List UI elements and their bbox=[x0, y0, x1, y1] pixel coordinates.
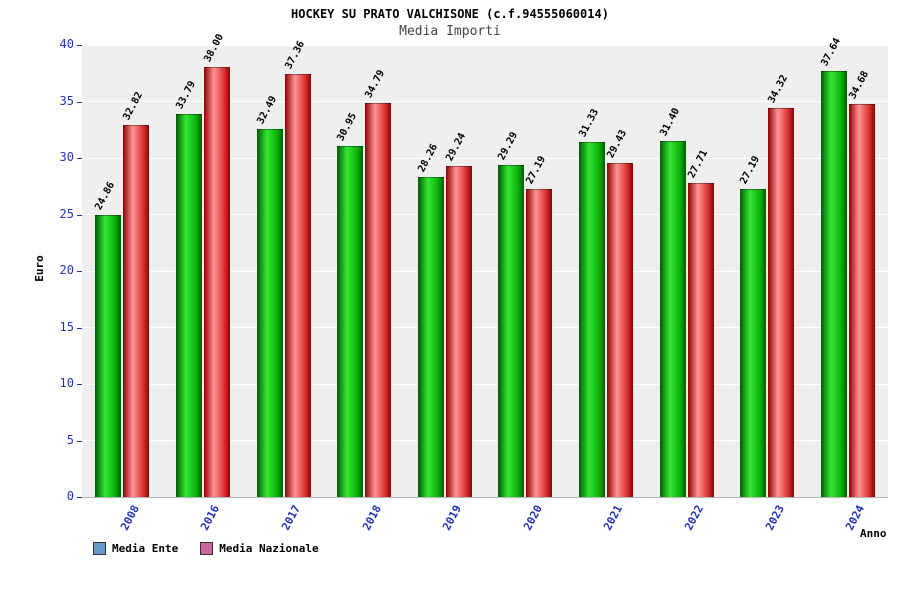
gridline-y-20 bbox=[82, 270, 888, 272]
x-axis-title: Anno bbox=[860, 527, 887, 540]
y-tick-label-40: 40 bbox=[59, 37, 74, 51]
bar-media-nazionale-2021 bbox=[606, 163, 633, 497]
bar-media-ente-2022 bbox=[659, 141, 686, 497]
plot-area: 24.86 32.82 33.79 38.00 32.49 37.36 30.95 34.79… bbox=[82, 32, 888, 498]
bar-media-nazionale-2022 bbox=[687, 182, 714, 497]
x-tick-label-2018: 2018 bbox=[359, 503, 384, 533]
legend-swatch-icon bbox=[93, 542, 106, 555]
gridline-y-15 bbox=[82, 327, 888, 328]
x-tick-label-2021: 2021 bbox=[601, 503, 626, 533]
bar-media-ente-2018 bbox=[337, 146, 364, 497]
y-tick-label-5: 5 bbox=[66, 432, 74, 447]
bar-value-label: 31.33 bbox=[577, 107, 602, 139]
bar-value-label: 24.86 bbox=[93, 180, 118, 213]
bar-value-label: 27.19 bbox=[524, 154, 549, 186]
x-tick-label-2019: 2019 bbox=[440, 503, 465, 533]
bar-media-ente-2024 bbox=[820, 70, 847, 497]
bar-media-nazionale-2019 bbox=[445, 165, 472, 497]
x-tick-label-2023: 2023 bbox=[762, 503, 787, 533]
bar-media-ente-2020 bbox=[498, 165, 525, 497]
x-tick-label-2020: 2020 bbox=[520, 503, 545, 533]
bar-media-ente-2008 bbox=[95, 215, 122, 497]
bar-media-ente-2017 bbox=[256, 128, 283, 497]
chart-subtitle: Media Importi bbox=[399, 24, 501, 39]
gridline-y-10 bbox=[82, 383, 888, 385]
bar-media-nazionale-2023 bbox=[768, 108, 795, 497]
y-tick-label-35: 35 bbox=[59, 93, 74, 108]
bar-media-ente-2023 bbox=[740, 188, 767, 497]
gridline-y-35 bbox=[82, 101, 888, 102]
legend-swatch-icon bbox=[200, 542, 214, 555]
legend-label: Media Nazionale bbox=[219, 542, 319, 555]
bar-value-label: 32.49 bbox=[254, 94, 279, 126]
bar-value-label: 34.79 bbox=[363, 68, 388, 100]
y-tick-mark-30 bbox=[77, 158, 82, 159]
y-tick-label-10: 10 bbox=[59, 376, 74, 390]
bar-media-nazionale-2008 bbox=[123, 125, 150, 497]
bar-value-label: 31.40 bbox=[657, 106, 682, 139]
bar-value-label: 29.43 bbox=[605, 128, 630, 161]
bar-media-ente-2016 bbox=[175, 114, 202, 497]
y-tick-label-15: 15 bbox=[59, 319, 74, 334]
bar-media-ente-2021 bbox=[578, 141, 605, 497]
bar-media-nazionale-2020 bbox=[526, 188, 553, 497]
y-tick-mark-25 bbox=[77, 214, 82, 216]
bar-value-label: 33.79 bbox=[174, 79, 199, 112]
y-tick-label-0: 0 bbox=[66, 489, 74, 503]
chart-title: HOCKEY SU PRATO VALCHISONE (c.f.94555060… bbox=[291, 7, 609, 21]
bar-value-label: 27.19 bbox=[738, 154, 763, 186]
bar-media-nazionale-2018 bbox=[365, 102, 392, 497]
x-tick-label-2016: 2016 bbox=[198, 503, 223, 533]
y-tick-mark-10 bbox=[77, 384, 82, 385]
y-tick-mark-15 bbox=[77, 327, 82, 329]
gridline-y-25 bbox=[82, 214, 888, 215]
bar-value-label: 34.68 bbox=[846, 69, 871, 102]
bar-value-label: 32.82 bbox=[121, 90, 146, 123]
bar-value-label: 30.95 bbox=[335, 111, 360, 144]
gridline-y-30 bbox=[82, 157, 888, 159]
gridline-y-5 bbox=[82, 440, 888, 441]
y-tick-label-30: 30 bbox=[59, 150, 74, 164]
gridline-y-40 bbox=[82, 44, 888, 46]
bar-value-label: 37.64 bbox=[818, 35, 843, 68]
x-tick-label-2008: 2008 bbox=[117, 503, 142, 533]
legend-item-media-nazionale: Media Nazionale bbox=[200, 542, 319, 555]
y-tick-mark-0 bbox=[77, 497, 82, 498]
y-tick-label-25: 25 bbox=[59, 206, 74, 221]
bar-value-label: 27.71 bbox=[685, 148, 710, 180]
legend: Media Ente Media Nazionale bbox=[93, 542, 319, 555]
y-tick-mark-35 bbox=[77, 101, 82, 103]
legend-item-media-ente: Media Ente bbox=[93, 542, 178, 555]
bar-media-nazionale-2024 bbox=[848, 104, 875, 497]
bar-media-nazionale-2017 bbox=[284, 73, 311, 497]
x-tick-label-2022: 2022 bbox=[682, 503, 706, 533]
y-tick-label-20: 20 bbox=[59, 263, 74, 277]
y-tick-mark-40 bbox=[77, 45, 82, 46]
y-tick-mark-20 bbox=[77, 271, 82, 272]
bar-media-ente-2019 bbox=[417, 176, 444, 497]
bar-media-nazionale-2016 bbox=[203, 66, 230, 497]
x-tick-label-2017: 2017 bbox=[279, 503, 303, 533]
y-tick-mark-5 bbox=[77, 440, 82, 442]
legend-label: Media Ente bbox=[112, 542, 179, 555]
